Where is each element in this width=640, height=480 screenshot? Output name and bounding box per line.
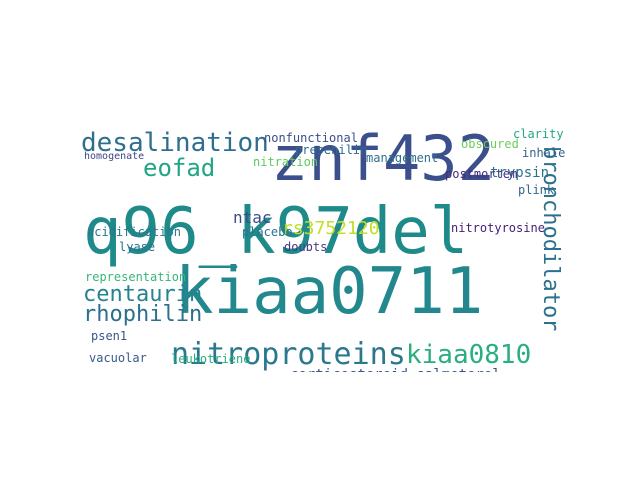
cloud-word: inhaled — [522, 146, 565, 160]
cloud-word: acidification — [87, 225, 181, 239]
cloud-word: kiaa0711 — [175, 255, 484, 329]
cloud-word: nonfunctional — [264, 131, 358, 145]
cloud-word: ntac — [233, 208, 272, 227]
cloud-word: desalination — [81, 128, 269, 158]
word-cloud-frame: q96_k97del kiaa0711 znf432 nitroproteins des… — [77, 112, 565, 372]
cloud-word: centaurin — [83, 282, 203, 307]
cloud-word: trypsin — [490, 165, 550, 181]
cloud-word: presenilin — [295, 143, 368, 157]
cloud-word: lyase — [119, 240, 156, 254]
cloud-word: obscured — [461, 137, 519, 151]
cloud-word: homogenate — [84, 151, 145, 162]
cloud-word: vacuolar — [89, 351, 147, 365]
cloud-word: postmortem — [445, 167, 518, 181]
cloud-word: kiaa0810 — [406, 340, 532, 370]
cloud-word: leukotriene — [171, 352, 251, 366]
cloud-word: rs3752120 — [282, 218, 380, 239]
cloud-word: psen1 — [91, 329, 128, 343]
cloud-word: q96_k97del — [83, 195, 469, 269]
cloud-word: representation — [85, 270, 187, 284]
cloud-word: clarity — [513, 127, 564, 141]
cloud-word: eofad — [143, 154, 216, 182]
cloud-word: nitration — [253, 155, 319, 169]
cloud-word: management — [366, 151, 439, 165]
cloud-word: corticosteroid-salmeterol — [290, 368, 501, 372]
cloud-word: znf432 — [271, 122, 495, 195]
cloud-word: rhophilin — [83, 302, 203, 327]
cloud-word: placebo — [242, 225, 293, 239]
cloud-word: doubts — [284, 240, 328, 254]
cloud-word: nitroproteins — [171, 337, 406, 372]
cloud-word: nitrotyrosine — [451, 221, 545, 235]
cloud-word: plink — [518, 183, 555, 197]
